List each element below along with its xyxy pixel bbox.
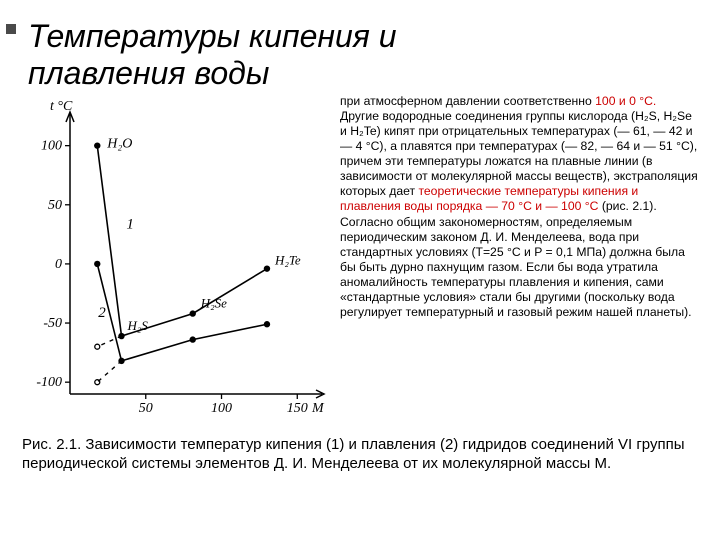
- chart-column: -100 -50 0 50 100 50 100 150 t °C M 1 2 H₂O H₂S H₂Se H₂…: [22, 94, 332, 429]
- svg-text:50: 50: [139, 401, 153, 416]
- svg-text:H₂S: H₂S: [127, 318, 149, 333]
- paragraph: при атмосферном давлении соответственно …: [340, 94, 698, 320]
- svg-text:M: M: [311, 401, 325, 416]
- para-seg-2-red: 100 и 0 °С.: [595, 94, 656, 108]
- title-bullet: [6, 24, 16, 34]
- svg-text:t °C: t °C: [50, 99, 73, 114]
- title-line-2: плавления воды: [28, 55, 269, 91]
- svg-text:-50: -50: [43, 316, 62, 331]
- page-title: Температуры кипения и плавления воды: [28, 18, 698, 92]
- chart-figure: -100 -50 0 50 100 50 100 150 t °C M 1 2 H₂O H₂S H₂Se H₂…: [22, 94, 332, 424]
- svg-text:-100: -100: [36, 375, 62, 390]
- para-seg-5: (рис. 2.1). Согласно общим закономерност…: [340, 199, 692, 319]
- content-row: -100 -50 0 50 100 50 100 150 t °C M 1 2 H₂O H₂S H₂Se H₂…: [22, 94, 698, 429]
- svg-text:50: 50: [48, 197, 62, 212]
- svg-text:H₂Te: H₂Te: [274, 252, 301, 267]
- text-column: при атмосферном давлении соответственно …: [340, 94, 698, 429]
- svg-text:150: 150: [287, 401, 308, 416]
- svg-text:100: 100: [41, 138, 62, 153]
- svg-text:0: 0: [55, 257, 62, 272]
- svg-text:H₂Se: H₂Se: [200, 295, 227, 310]
- svg-text:100: 100: [211, 401, 232, 416]
- para-seg-1: при атмосферном давлении соответственно: [340, 94, 595, 108]
- figure-caption: Рис. 2.1. Зависимости температур кипения…: [22, 435, 698, 474]
- title-line-1: Температуры кипения и: [28, 18, 397, 54]
- svg-text:2: 2: [98, 305, 106, 321]
- svg-text:1: 1: [126, 216, 134, 232]
- svg-text:H₂O: H₂O: [106, 136, 132, 151]
